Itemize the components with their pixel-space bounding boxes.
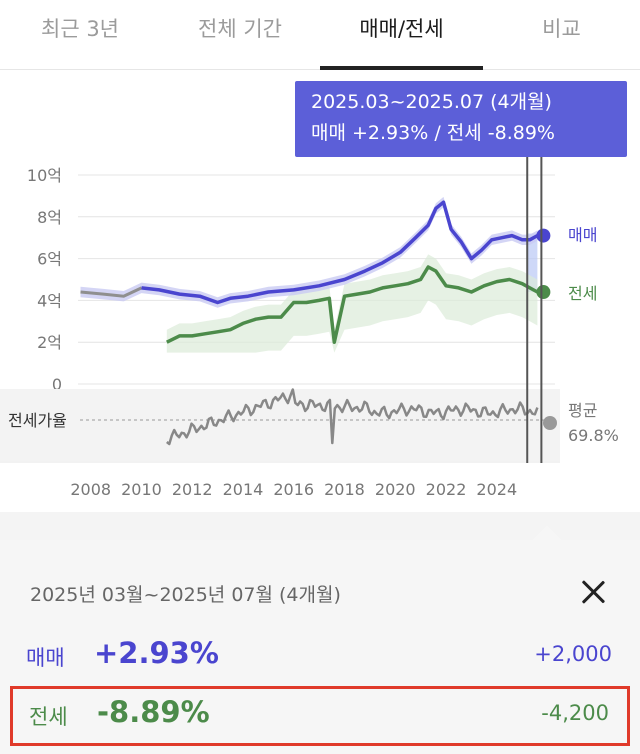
y-tick-label: 6억 [37, 250, 62, 269]
ratio-label: 전세가율 [8, 411, 67, 430]
y-tick-label: 4억 [37, 291, 62, 310]
jeonse-series-label: 전세 [568, 284, 597, 303]
ratio-end-dot [543, 416, 557, 430]
range-tooltip: 2025.03~2025.07 (4개월) 매매 +2.93% / 전세 -8.… [295, 81, 627, 157]
ratio-average-value: 69.8% [568, 426, 619, 445]
ratio-band [0, 389, 560, 461]
tab-sale-jeonse[interactable]: 매매/전세 [359, 17, 444, 41]
change-detail-panel [0, 540, 640, 754]
sale-percent: +2.93% [94, 636, 219, 670]
sale-end-dot [536, 228, 551, 243]
y-tick-label: 10억 [27, 166, 62, 185]
jeonse-change-row: 전세 -8.89% -4,200 [10, 686, 630, 746]
sale-line [141, 200, 539, 305]
tooltip-changes: 매매 +2.93% / 전세 -8.89% [311, 122, 555, 144]
x-tick-label: 2014 [223, 480, 264, 499]
panel-period-title: 2025년 03월~2025년 07월 (4개월) [30, 584, 341, 606]
ratio-average-label: 평균 [568, 401, 597, 420]
sale-amount: +2,000 [534, 642, 612, 666]
period-tab-bar: 최근 3년 전체 기간 매매/전세 비교 [0, 0, 640, 70]
jeonse-line [166, 265, 539, 344]
ratio-line [166, 388, 539, 446]
sale-early-line [80, 286, 143, 298]
active-tab-indicator [320, 66, 483, 70]
jeonse-end-dot [536, 285, 551, 300]
y-tick-label: 8억 [37, 208, 62, 227]
x-tick-label: 2008 [70, 480, 111, 499]
sale-series-label: 매매 [568, 226, 597, 245]
x-tick-label: 2010 [121, 480, 162, 499]
tab-compare[interactable]: 비교 [542, 17, 581, 41]
sale-change-row: 매매 +2.93% +2,000 [10, 630, 630, 690]
jeonse-percent: -8.89% [97, 695, 210, 729]
y-tick-label: 0 [52, 375, 62, 394]
selected-range-highlight [527, 233, 538, 293]
section-divider [0, 512, 640, 540]
x-tick-label: 2024 [476, 480, 517, 499]
x-tick-label: 2012 [172, 480, 213, 499]
jeonse-label: 전세 [29, 705, 68, 729]
x-tick-label: 2016 [273, 480, 314, 499]
jeonse-amount: -4,200 [541, 701, 609, 725]
x-tick-label: 2022 [426, 480, 467, 499]
x-tick-label: 2018 [324, 480, 365, 499]
tab-all-period[interactable]: 전체 기간 [198, 17, 282, 41]
tooltip-period: 2025.03~2025.07 (4개월) [311, 91, 552, 113]
jeonse-range-shade [166, 254, 538, 353]
x-tick-label: 2020 [375, 480, 416, 499]
y-tick-label: 2억 [37, 333, 62, 352]
sale-label: 매매 [26, 646, 65, 670]
close-icon[interactable] [576, 575, 610, 609]
tab-recent-3-years[interactable]: 최근 3년 [41, 17, 119, 41]
